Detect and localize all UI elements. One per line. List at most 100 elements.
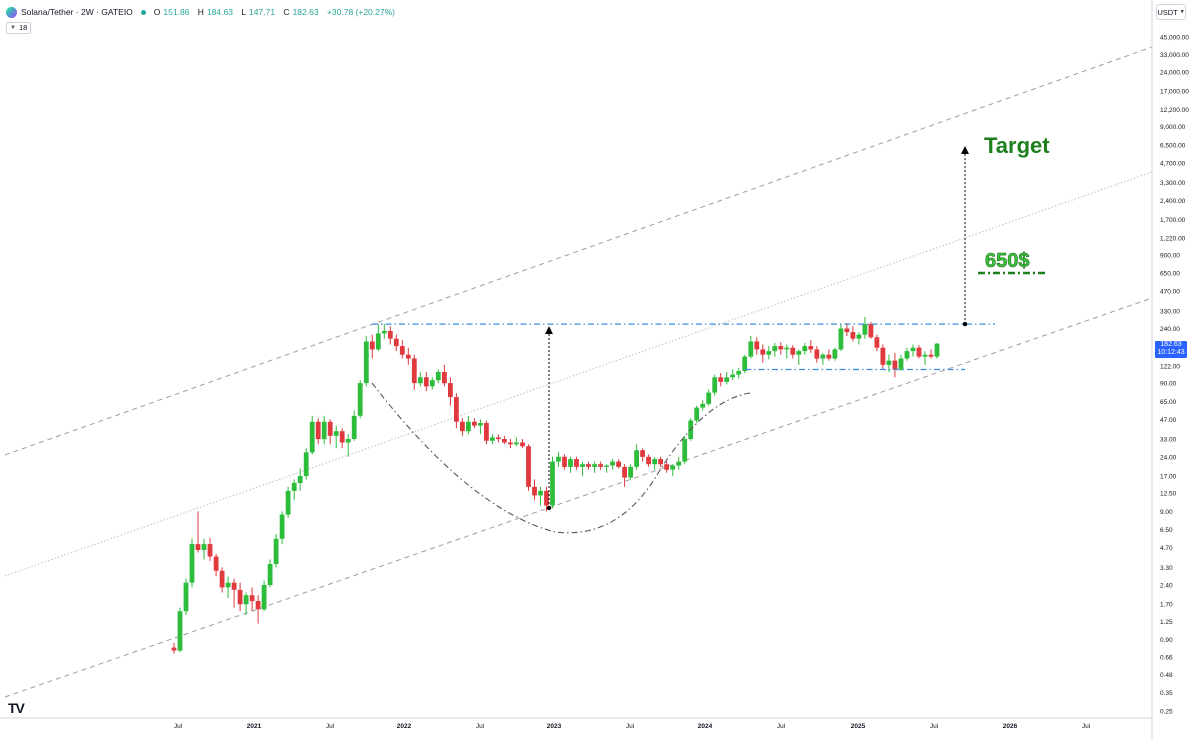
candle-body xyxy=(508,442,513,445)
price-tick-label: 470.00 xyxy=(1160,289,1180,296)
candle-body xyxy=(363,341,369,384)
candle-body xyxy=(748,341,754,357)
candle-body xyxy=(784,347,790,350)
last-price-tag: 182.63 10:12:43 xyxy=(1155,341,1187,358)
candle-body xyxy=(448,383,453,398)
candle-body xyxy=(880,347,886,365)
price-tick-label: 900.00 xyxy=(1160,252,1180,259)
price-tick-label: 47.00 xyxy=(1160,417,1177,424)
candle-body xyxy=(610,461,615,466)
price-tick-label: 1.25 xyxy=(1160,619,1173,626)
price-tick-label: 24,000.00 xyxy=(1160,70,1189,77)
price-tick-label: 330.00 xyxy=(1160,308,1180,315)
candle-body xyxy=(724,377,730,382)
price-tick-label: 0.48 xyxy=(1160,672,1173,679)
candle-body xyxy=(760,349,766,355)
candle-body xyxy=(850,332,856,339)
price-tick-label: 0.25 xyxy=(1160,709,1173,716)
candle-body xyxy=(658,459,663,465)
candle-body xyxy=(904,351,910,359)
candle-body xyxy=(886,360,892,365)
candle-body xyxy=(393,338,399,347)
price-tick-label: 2,400.00 xyxy=(1160,198,1186,205)
candle-body xyxy=(514,442,519,445)
candle-body xyxy=(832,349,838,359)
candle-body xyxy=(279,514,285,539)
time-tick-label: 2023 xyxy=(547,723,562,730)
candle-body xyxy=(574,459,579,467)
candle-body xyxy=(339,431,345,443)
currency-selector[interactable]: USDT ▼ xyxy=(1156,4,1186,20)
candle-body xyxy=(676,461,682,466)
candle-body xyxy=(742,356,748,371)
price-tick-label: 33,000.00 xyxy=(1160,52,1189,59)
price-tick-label: 9,000.00 xyxy=(1160,124,1186,131)
price-tick-label: 1.70 xyxy=(1160,602,1173,609)
candle-body xyxy=(616,461,621,467)
candle-body xyxy=(496,437,501,440)
candle-body xyxy=(466,421,471,432)
candle-body xyxy=(820,354,826,359)
candle-body xyxy=(189,544,195,583)
candle-body xyxy=(934,343,940,357)
breakout-anchor xyxy=(962,321,968,327)
currency-label: USDT xyxy=(1157,7,1178,17)
chevron-down-icon: ▼ xyxy=(10,25,16,31)
time-tick-label: Jul xyxy=(174,723,183,730)
candle-body xyxy=(910,347,916,352)
candle-body xyxy=(333,431,339,436)
candle-body xyxy=(652,459,657,465)
time-tick-label: 2024 xyxy=(698,723,713,730)
candle-body xyxy=(580,464,585,467)
tradingview-logo-icon[interactable]: TV xyxy=(8,700,25,716)
time-tick-label: Jul xyxy=(326,723,335,730)
candle-body xyxy=(868,324,874,338)
price-tick-label: 65.00 xyxy=(1160,399,1177,406)
price-tick-label: 17,000.00 xyxy=(1160,89,1189,96)
candle-body xyxy=(478,423,483,426)
price-tick-label: 2.40 xyxy=(1160,583,1173,590)
candle-body xyxy=(664,464,669,470)
candle-body xyxy=(171,647,177,651)
candle-body xyxy=(712,377,718,393)
candle-body xyxy=(844,328,850,333)
candle-body xyxy=(538,490,543,496)
time-tick-label: Jul xyxy=(930,723,939,730)
price-tick-label: 9.00 xyxy=(1160,509,1173,516)
candle-body xyxy=(502,439,507,443)
candle-body xyxy=(598,464,603,467)
candle-body xyxy=(249,595,255,602)
cup-depth-anchor xyxy=(546,505,552,511)
time-tick-label: 2021 xyxy=(247,723,262,730)
indicators-toggle[interactable]: ▼ 18 xyxy=(6,22,32,34)
chevron-down-icon: ▼ xyxy=(1179,9,1185,15)
candle-body xyxy=(237,589,243,605)
candle-body xyxy=(309,421,315,453)
candle-body xyxy=(417,377,423,384)
candle-body xyxy=(303,452,309,476)
symbol-title[interactable]: Solana/Tether · 2W · GATEIO xyxy=(21,7,133,17)
price-tick-label: 650.00 xyxy=(1160,271,1180,278)
time-tick-label: 2025 xyxy=(851,723,866,730)
candle-body xyxy=(177,611,183,651)
candle-body xyxy=(526,446,531,487)
candle-body xyxy=(802,346,808,352)
candle-body xyxy=(213,556,219,571)
candle-body xyxy=(694,407,700,421)
candle-body xyxy=(706,392,712,404)
channel-lower-line xyxy=(4,297,1153,698)
candle-body xyxy=(255,601,261,610)
candle-body xyxy=(730,374,736,378)
candle-body xyxy=(520,442,525,447)
time-tick-label: Jul xyxy=(476,723,485,730)
price-tick-label: 0.66 xyxy=(1160,654,1173,661)
candle-body xyxy=(442,372,447,384)
candle-body xyxy=(862,324,868,335)
candle-body xyxy=(736,371,742,375)
candle-body xyxy=(550,461,555,506)
price-tick-label: 122.00 xyxy=(1160,364,1180,371)
candle-body xyxy=(892,360,898,370)
candle-body xyxy=(586,464,591,467)
